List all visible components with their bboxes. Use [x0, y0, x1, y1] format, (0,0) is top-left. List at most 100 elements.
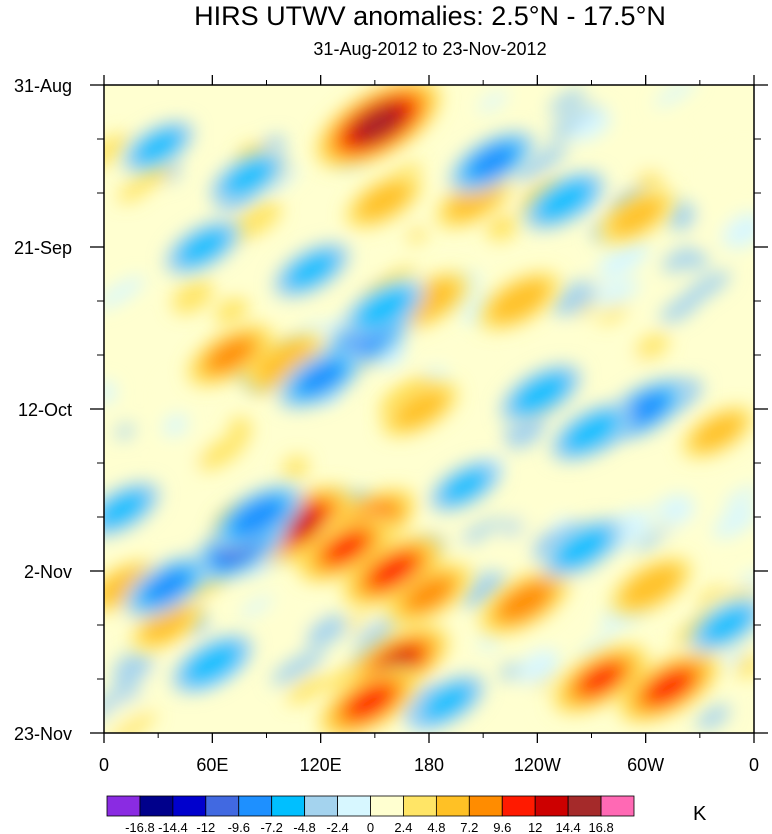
cold-anomaly	[541, 518, 624, 578]
colorbar-tick-label: -2.4	[326, 820, 348, 834]
colorbar-tick-label: 7.2	[460, 820, 478, 834]
field-texture-blob	[549, 89, 586, 115]
anomaly-contour	[372, 555, 414, 587]
field-texture-blob	[264, 599, 319, 637]
chart-title: HIRS UTWV anomalies: 2.5°N - 17.5°N	[194, 1, 666, 31]
field-texture-blob	[286, 674, 328, 705]
anomaly-contour	[623, 392, 668, 426]
field-texture-blob	[713, 506, 754, 538]
field-texture-blob	[595, 280, 628, 306]
field-texture-blob	[306, 614, 348, 647]
warm-anomaly	[682, 406, 754, 458]
field-texture-blob	[229, 416, 252, 441]
field-texture-blob	[570, 110, 612, 142]
field-texture-blob	[550, 104, 600, 140]
field-texture-blob	[104, 696, 145, 730]
field-texture-blob	[524, 625, 548, 652]
anomaly-contour	[179, 229, 228, 265]
anomaly-contour	[104, 491, 147, 527]
field-texture-blob	[515, 490, 567, 527]
cold-anomaly	[171, 634, 253, 693]
field-texture-blob	[707, 150, 752, 181]
field-texture-blob	[662, 247, 697, 273]
anomaly-contour	[568, 415, 615, 449]
field-texture-blob	[163, 414, 188, 436]
anomaly-contour	[104, 567, 148, 606]
colorbar-box	[403, 795, 437, 817]
colorbar-box	[567, 795, 602, 817]
warm-anomaly	[131, 599, 203, 651]
field-texture-blob	[634, 525, 675, 552]
cold-anomaly	[211, 484, 304, 550]
anomaly-contour	[235, 501, 280, 533]
field-texture-blob	[115, 424, 135, 439]
x-tick-label: 60E	[196, 755, 228, 775]
field-texture-blob	[262, 135, 286, 154]
field-texture-blob	[628, 135, 683, 174]
field-texture-blob	[637, 169, 662, 194]
cold-anomaly	[688, 597, 754, 653]
warm-anomaly	[385, 563, 473, 626]
field-texture-blob	[599, 155, 635, 187]
field-texture-blob	[104, 689, 134, 724]
field-texture-blob	[479, 633, 498, 651]
field-texture-blob	[477, 444, 499, 463]
field-texture-blob	[442, 361, 486, 391]
anomaly-contour	[360, 291, 407, 326]
colorbar-box	[600, 795, 635, 817]
field-texture-blob	[215, 297, 249, 326]
y-tick-label: 21-Sep	[14, 238, 72, 258]
cold-anomaly	[165, 219, 242, 275]
warm-anomaly	[187, 324, 274, 386]
field-texture-blob	[171, 280, 214, 314]
anomaly-contour	[208, 338, 253, 372]
anomaly-contour	[189, 646, 236, 681]
colorbar-tick-label: 12	[528, 820, 542, 834]
anomaly-contour	[144, 570, 190, 603]
field-texture-blob	[552, 517, 572, 533]
anomaly-contour	[395, 391, 445, 427]
colorbar-tick-label: -16.8	[125, 820, 155, 834]
colorbar-box	[370, 795, 404, 817]
colorbar-box	[501, 795, 536, 817]
field-texture-blob	[230, 201, 282, 240]
cold-anomaly	[277, 347, 364, 410]
anomaly-contour	[517, 376, 564, 411]
field-texture-blob	[230, 251, 272, 281]
y-tick-label: 23-Nov	[14, 724, 72, 744]
warm-anomaly	[435, 173, 513, 229]
y-tick-label: 31-Aug	[14, 76, 72, 96]
colorbar-unit-label: K	[693, 803, 707, 825]
colorbar-tick-label: 4.8	[427, 820, 445, 834]
anomaly-contour	[496, 284, 543, 318]
warm-anomaly	[315, 85, 442, 169]
anomaly-contour	[141, 606, 193, 644]
field-texture-blob	[165, 376, 187, 399]
x-tick-label: 180	[414, 755, 444, 775]
x-tick-label: 60W	[627, 755, 664, 775]
y-tick-label: 2-Nov	[24, 562, 72, 582]
field-texture-blob	[112, 669, 141, 689]
cold-anomaly	[550, 402, 633, 462]
anomaly-contour	[702, 607, 752, 643]
field-texture-blob	[696, 704, 731, 730]
field-texture-blob	[104, 133, 131, 169]
anomaly-contour	[559, 531, 606, 565]
x-tick-label: 0	[99, 755, 109, 775]
field-texture-blob	[578, 636, 614, 662]
colorbar-box	[337, 795, 371, 817]
field-texture-blob	[271, 648, 325, 685]
field-texture-blob	[696, 586, 727, 608]
field-texture-blob	[699, 213, 736, 239]
anomaly-contour	[628, 569, 675, 604]
x-tick-label: 120W	[514, 755, 561, 775]
colorbar-box	[534, 795, 569, 817]
field-texture-blob	[407, 225, 427, 244]
field-texture-blob	[104, 276, 146, 309]
anomaly-contour	[359, 109, 398, 138]
anomaly-contour	[648, 671, 690, 702]
field-texture-blob	[519, 649, 560, 685]
colorbar-box	[468, 795, 503, 817]
x-tick-label: 0	[749, 755, 759, 775]
